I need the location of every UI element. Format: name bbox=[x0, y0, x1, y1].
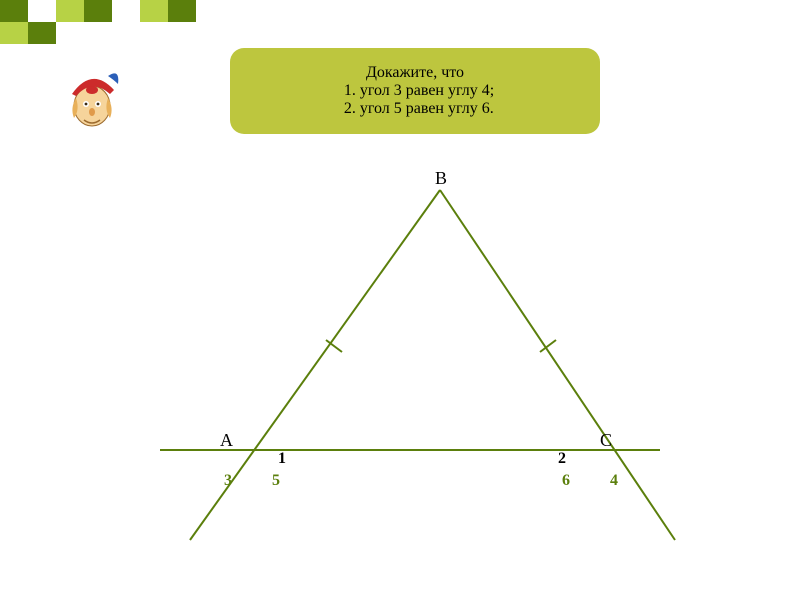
problem-title: Докажите, что bbox=[366, 64, 464, 82]
decor-square bbox=[140, 0, 168, 22]
decor-row bbox=[0, 0, 196, 22]
label-B: В bbox=[435, 168, 447, 189]
decor-square bbox=[56, 0, 84, 22]
label-n6: 6 bbox=[562, 472, 570, 490]
cartoon-character bbox=[60, 60, 124, 130]
decor-square bbox=[168, 0, 196, 22]
label-C: С bbox=[600, 430, 612, 451]
problem-list: угол 3 равен углу 4;угол 5 равен углу 6. bbox=[336, 82, 494, 118]
problem-item-1: угол 3 равен углу 4; bbox=[360, 82, 494, 100]
diagram-line bbox=[440, 190, 675, 540]
diagram-svg bbox=[120, 160, 680, 560]
decor-square bbox=[0, 0, 28, 22]
label-n3: 3 bbox=[224, 472, 232, 490]
label-n2: 2 bbox=[558, 450, 566, 468]
label-A: А bbox=[220, 430, 233, 451]
decor-square bbox=[84, 0, 112, 22]
label-n4: 4 bbox=[610, 472, 618, 490]
decor-top bbox=[0, 0, 196, 44]
label-n1: 1 bbox=[278, 450, 286, 468]
decor-row bbox=[0, 22, 196, 44]
decor-square bbox=[28, 22, 56, 44]
problem-box: Докажите, что угол 3 равен углу 4;угол 5… bbox=[230, 48, 600, 134]
problem-item-2: угол 5 равен углу 6. bbox=[360, 100, 494, 118]
label-n5: 5 bbox=[272, 472, 280, 490]
decor-square bbox=[28, 0, 56, 22]
geometry-diagram: В А С 1 2 3 5 6 4 bbox=[120, 160, 680, 560]
decor-square bbox=[112, 0, 140, 22]
decor-square bbox=[0, 22, 28, 44]
